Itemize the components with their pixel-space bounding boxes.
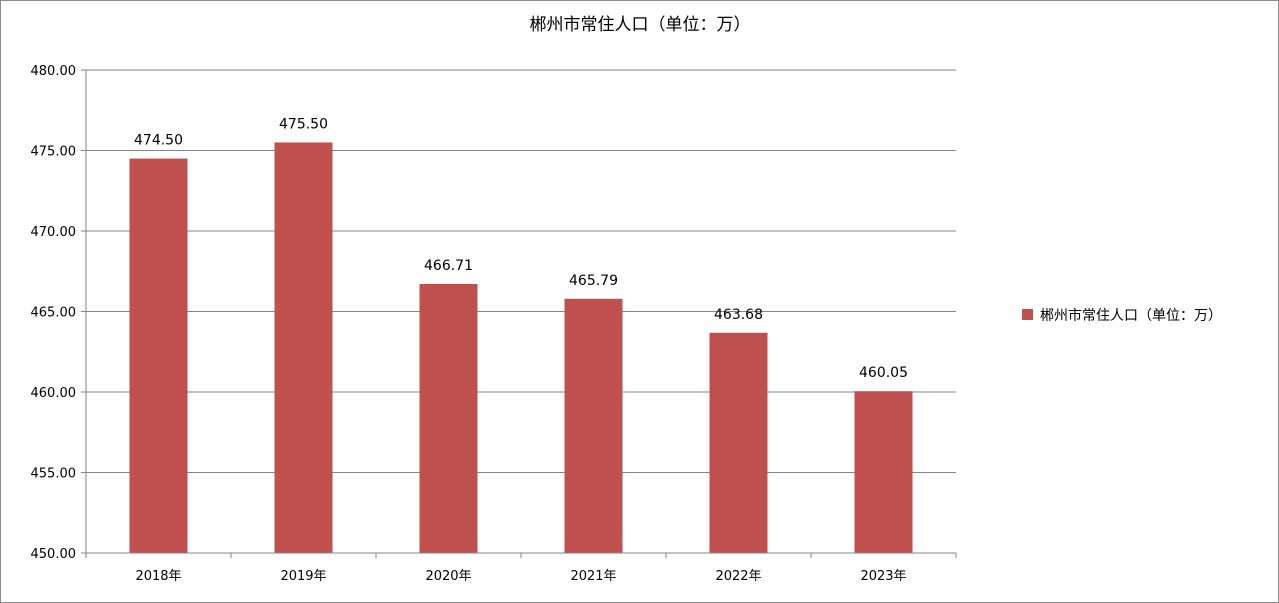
- data-label: 460.05: [859, 365, 908, 381]
- bar-5: [709, 332, 768, 553]
- chart-title: 郴州市常住人口（单位：万）: [530, 15, 751, 35]
- x-tick-label: 2018年: [135, 569, 181, 584]
- bars: [129, 142, 913, 554]
- y-tick-label: 460.00: [31, 386, 77, 401]
- gridlines: [86, 69, 956, 554]
- x-axis: 2018年 2019年 2020年 2021年 2022年 2023年: [85, 552, 957, 584]
- y-tick-label: 465.00: [31, 306, 77, 321]
- legend: 郴州市常住人口（单位：万）: [1022, 307, 1222, 324]
- x-tick-label: 2019年: [280, 569, 326, 584]
- x-tick-label: 2023年: [860, 569, 906, 584]
- bar-1: [129, 158, 188, 554]
- y-tick-label: 470.00: [31, 225, 77, 240]
- y-axis: 450.00 455.00 460.00 465.00 470.00 475.00 480.…: [31, 64, 87, 562]
- data-labels: 474.50 475.50 466.71 465.79 463.68 460.05: [134, 116, 908, 381]
- y-tick-label: 450.00: [31, 547, 77, 562]
- data-label: 474.50: [134, 133, 183, 149]
- legend-swatch: [1022, 309, 1033, 320]
- y-tick-label: 455.00: [31, 467, 77, 482]
- bar-2: [274, 142, 333, 553]
- legend-label: 郴州市常住人口（单位：万）: [1040, 307, 1222, 324]
- x-tick-label: 2021年: [570, 569, 616, 584]
- data-label: 475.50: [279, 116, 328, 132]
- bar-6: [854, 391, 913, 553]
- x-tick-label: 2020年: [425, 569, 471, 584]
- bar-3: [419, 283, 478, 553]
- data-label: 466.71: [424, 258, 473, 274]
- x-tick-label: 2022年: [715, 569, 761, 584]
- data-label: 465.79: [569, 273, 618, 289]
- bar-4: [564, 298, 623, 553]
- y-tick-label: 475.00: [31, 145, 77, 160]
- data-label: 463.68: [714, 307, 763, 323]
- y-tick-label: 480.00: [31, 64, 77, 79]
